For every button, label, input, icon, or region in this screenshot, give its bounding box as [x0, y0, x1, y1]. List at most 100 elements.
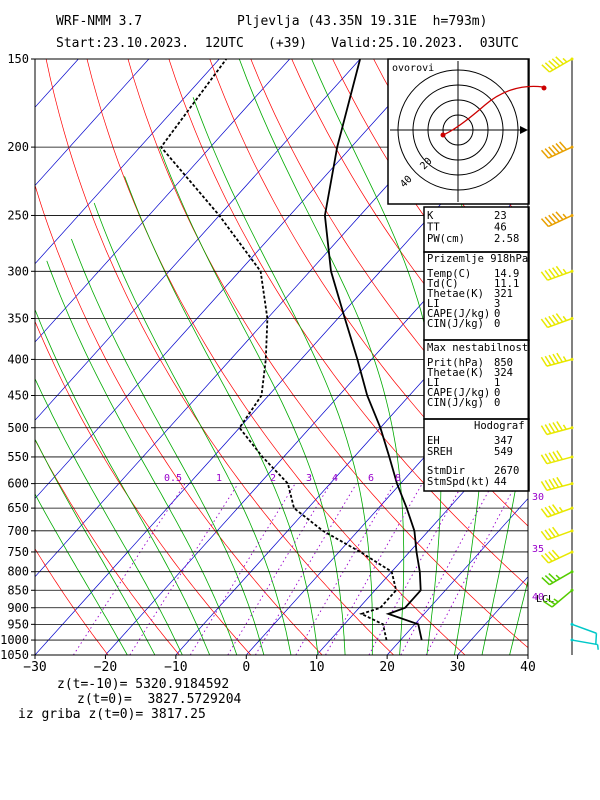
mixing-ratio-line — [129, 483, 239, 655]
unstable-value: 850 — [494, 357, 513, 369]
moist-adiabat — [124, 176, 319, 655]
pressure-tick-label: 550 — [7, 450, 29, 464]
unstable-label: LI — [427, 377, 440, 389]
barb-feather — [556, 476, 563, 487]
moist-adiabat — [238, 59, 405, 655]
dry-adiabat — [45, 59, 394, 655]
pressure-tick-label: 800 — [7, 565, 29, 579]
barb-feather — [562, 213, 568, 219]
hodo-stats-label: StmDir — [427, 465, 465, 477]
mixing-ratio-label: 8 — [395, 473, 401, 484]
barb-staff — [549, 58, 573, 73]
barb-staff — [549, 571, 573, 586]
barb-feather — [548, 573, 557, 582]
barb-staff — [547, 270, 573, 281]
temp-tick-label: 10 — [309, 660, 325, 675]
barb-feather — [562, 356, 567, 362]
mixing-ratio-label: 0.5 — [164, 473, 182, 484]
barb-feather — [546, 598, 556, 606]
isotherm-line — [35, 59, 290, 343]
barb-feather — [544, 529, 552, 539]
index-value: 23 — [494, 210, 507, 222]
hodo-label: ovorovi — [392, 63, 434, 74]
wind-barb — [540, 504, 574, 518]
surface-value: 14.9 — [494, 268, 519, 280]
temp-tick-label: 0 — [242, 660, 250, 675]
barb-dot — [570, 357, 574, 361]
dry-adiabat — [168, 59, 528, 588]
moist-adiabat — [158, 146, 346, 655]
pressure-tick-label: 250 — [7, 208, 29, 222]
pressure-tick-label: 450 — [7, 388, 29, 402]
barb-feather — [553, 598, 559, 603]
hodo-arrow — [520, 126, 528, 134]
temperature-profile — [323, 58, 423, 641]
hodo-stats-value: 347 — [494, 435, 513, 447]
barb-staff — [548, 146, 573, 159]
barb-staff — [546, 456, 573, 465]
surface-value: 0 — [494, 318, 500, 330]
barb-dot — [570, 213, 574, 217]
barb-staff — [546, 358, 573, 367]
temp-tick-label: −10 — [164, 660, 187, 675]
barb-feather — [540, 218, 549, 227]
hodo-stats-title: Hodograf — [474, 420, 525, 432]
barb-feather — [551, 58, 561, 67]
barb-staff — [551, 589, 573, 608]
run-start: Start:23.10.2023. 12UTC — [56, 36, 244, 51]
barb-feather — [541, 64, 550, 73]
barb-feather — [556, 352, 563, 363]
theta-e-label: 40 — [532, 592, 544, 603]
barb-dot — [570, 529, 574, 533]
hodograph-panel-border — [387, 58, 530, 205]
moist-adiabat — [509, 579, 528, 655]
mixing-ratio-label: 2 — [270, 473, 276, 484]
hodo-stats-value: 44 — [494, 476, 507, 488]
isotherm-line — [35, 59, 431, 500]
surface-label: Temp(C) — [427, 268, 471, 280]
indices-panel — [423, 206, 530, 253]
unstable-value: 0 — [494, 387, 500, 399]
pressure-tick-label: 700 — [7, 524, 29, 538]
unstable-label: Thetae(K) — [427, 367, 484, 379]
mixing-ratio-label: 6 — [368, 473, 374, 484]
wind-barb — [570, 622, 598, 644]
wind-barb — [541, 570, 574, 586]
barb-feather — [552, 477, 560, 488]
surface-value: 11.1 — [494, 278, 519, 290]
barb-feather — [548, 146, 557, 156]
unstable-label: CIN(J/kg) — [427, 397, 484, 409]
mixing-ratio-line — [368, 483, 464, 655]
hodo-stats-value: 2670 — [494, 465, 519, 477]
index-value: 46 — [494, 222, 507, 234]
index-label: PW(cm) — [427, 233, 465, 245]
unstable-value: 0 — [494, 397, 500, 409]
barb-feather — [562, 424, 567, 430]
barb-dot — [570, 588, 574, 592]
pressure-tick-label: 950 — [7, 617, 29, 631]
plot-frame — [34, 58, 529, 656]
pressure-tick-label: 900 — [7, 601, 29, 615]
barb-feather — [551, 549, 560, 559]
barb-feather — [540, 530, 549, 541]
barb-dot — [570, 145, 574, 149]
wind-barb — [540, 141, 574, 159]
barb-staff — [546, 427, 573, 436]
barb-feather — [544, 480, 552, 490]
barb-feather — [540, 508, 549, 518]
barb-feather — [551, 144, 560, 154]
unstable-title: Max nestabilnost — [427, 342, 528, 354]
index-value: 2.58 — [494, 233, 519, 245]
barb-feather — [540, 454, 548, 465]
barb-feather — [548, 268, 556, 278]
barb-feather — [544, 424, 552, 434]
pressure-tick-label: 750 — [7, 545, 29, 559]
barb-feather — [544, 355, 552, 366]
barb-feather — [544, 575, 554, 584]
mixing-ratio-label: 3 — [306, 473, 312, 484]
barb-dot — [570, 57, 574, 61]
barb-feather — [555, 143, 564, 152]
barb-feather — [562, 268, 567, 274]
barb-dot — [570, 269, 574, 273]
